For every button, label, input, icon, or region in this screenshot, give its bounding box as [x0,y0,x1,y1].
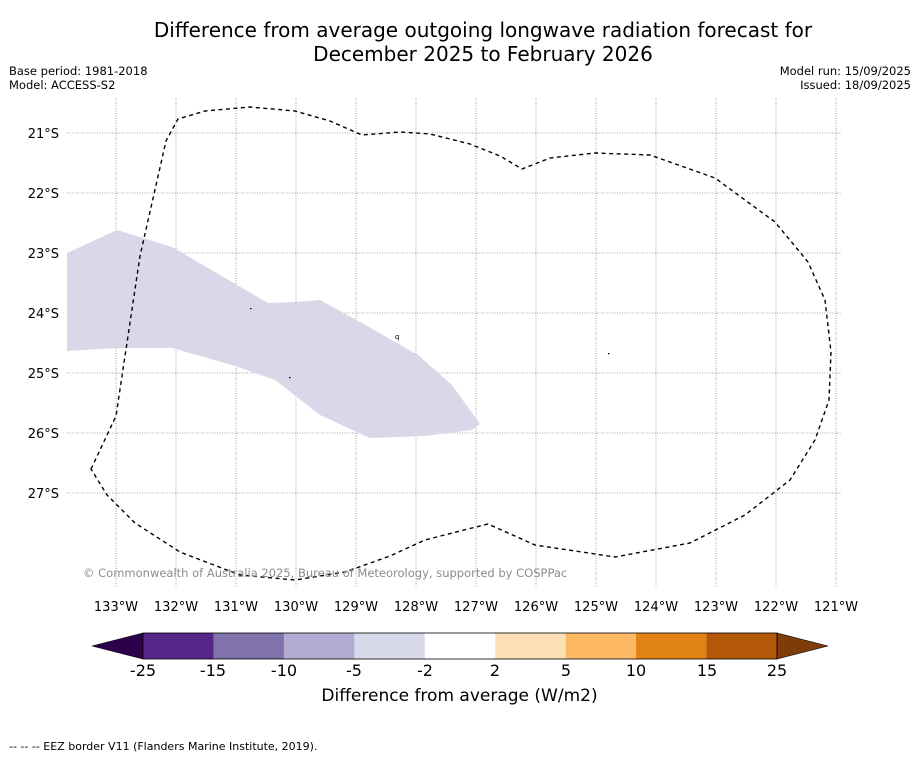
colorbar-tick: -2 [417,661,433,680]
anomaly-region [67,230,480,438]
lon-label: 125°W [574,600,618,615]
meta-left: Base period: 1981-2018 Model: ACCESS-S2 [9,64,148,92]
colorbar-tick: 25 [767,661,787,680]
lat-label: 26°S [28,427,59,442]
colorbar-bin [354,633,426,659]
colorbar-bin [424,633,496,659]
colorbar-ticks: -25 -15 -10 -5 -2 2 5 10 15 25 [130,661,787,680]
lon-label: 127°W [454,600,498,615]
lon-label: 129°W [334,600,378,615]
lon-label: 128°W [394,600,438,615]
colorbar-tick: 2 [490,661,500,680]
latitude-labels: 21°S 22°S 23°S 24°S 25°S 26°S 27°S [28,127,59,502]
lon-label: 133°W [94,600,138,615]
lat-label: 25°S [28,367,59,382]
lon-label: 121°W [814,600,858,615]
lon-label: 124°W [634,600,678,615]
island-label: q [395,333,399,341]
lat-label: 21°S [28,127,59,142]
map-title: Difference from average outgoing longwav… [0,18,919,66]
colorbar-tick: -10 [271,661,297,680]
issued-date: Issued: 18/09/2025 [800,78,911,92]
colorbar-outline [142,632,778,660]
colorbar-bin [636,633,708,659]
colorbar-bins [143,633,778,659]
colorbar-bin [495,633,567,659]
lat-label: 27°S [28,487,59,502]
lat-label: 23°S [28,247,59,262]
lon-label: 126°W [514,600,558,615]
colorbar-tick: 5 [561,661,571,680]
colorbar-bin [565,633,637,659]
colorbar-bin [706,633,778,659]
colorbar-tick: -15 [200,661,226,680]
title-line-2: December 2025 to February 2026 [313,42,653,66]
colorbar-tick: -25 [130,661,156,680]
colorbar-under-arrow [91,632,144,660]
colorbar-title: Difference from average (W/m2) [321,686,598,706]
eez-border [90,106,832,581]
lon-label: 123°W [694,600,738,615]
copyright-notice: © Commonwealth of Australia 2025, Bureau… [83,566,568,580]
colorbar-tick: 10 [626,661,646,680]
lon-label: 132°W [154,600,198,615]
colorbar [91,632,829,660]
colorbar-bin [283,633,355,659]
lon-label: 130°W [274,600,318,615]
colorbar-over-arrow [776,632,829,660]
colorbar-tick: -5 [346,661,362,680]
title-line-1: Difference from average outgoing longwav… [153,18,813,42]
lat-label: 24°S [28,307,59,322]
lat-label: 22°S [28,187,59,202]
island-markers [250,308,610,379]
lon-label: 122°W [754,600,798,615]
eez-footnote: -- -- -- EEZ border V11 (Flanders Marine… [9,740,318,753]
meta-right: Model run: 15/09/2025 Issued: 18/09/2025 [780,64,911,92]
base-period: Base period: 1981-2018 [9,64,148,78]
colorbar-tick: 15 [697,661,717,680]
model-run: Model run: 15/09/2025 [779,64,911,78]
longitude-labels: 133°W 132°W 131°W 130°W 129°W 128°W 127°… [94,600,858,615]
model-name: Model: ACCESS-S2 [9,78,116,92]
colorbar-bin [143,633,214,659]
lon-label: 131°W [214,600,258,615]
colorbar-bin [213,633,285,659]
